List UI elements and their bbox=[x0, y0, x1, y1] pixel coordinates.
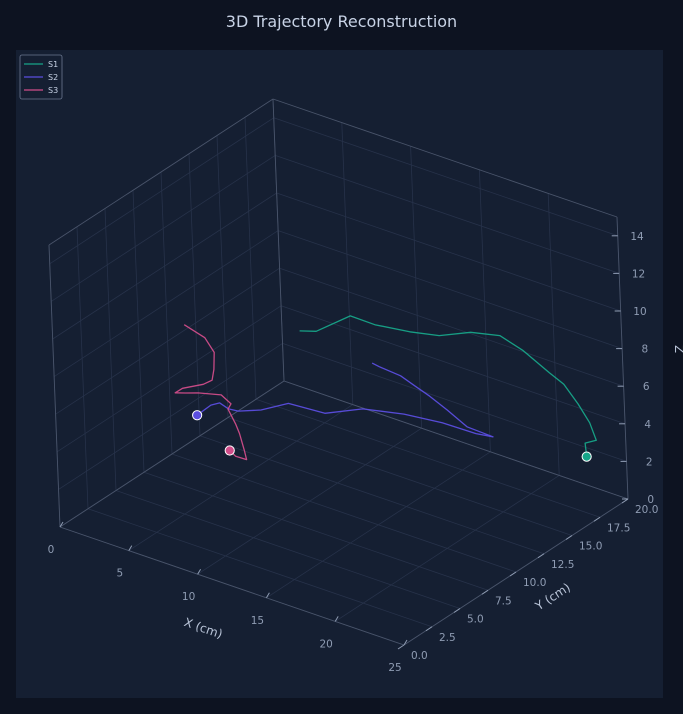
y-tick bbox=[509, 571, 517, 577]
series-line-s3 bbox=[174, 324, 248, 461]
y-tick bbox=[481, 589, 489, 595]
x-tick bbox=[265, 592, 270, 599]
series-line-s1 bbox=[299, 315, 597, 457]
z-tick-label: 12 bbox=[632, 268, 645, 280]
grid-line bbox=[49, 117, 274, 265]
pane-edge bbox=[48, 244, 61, 528]
x-tick-label: 10 bbox=[182, 591, 195, 603]
y-tick-label: 10.0 bbox=[523, 577, 546, 589]
z-tick-label: 8 bbox=[641, 344, 648, 356]
grid-line bbox=[53, 230, 279, 377]
grid-line bbox=[278, 230, 623, 349]
grid-line bbox=[410, 146, 422, 429]
x-tick bbox=[403, 639, 408, 646]
grid-line bbox=[104, 208, 117, 491]
x-tick-label: 25 bbox=[388, 662, 401, 674]
legend: S1 S2 S3 bbox=[19, 54, 63, 100]
y-tick-label: 12.5 bbox=[551, 559, 574, 571]
grid-line bbox=[273, 117, 618, 237]
x-tick bbox=[334, 616, 339, 622]
y-tick bbox=[565, 535, 573, 540]
z-tick-label: 0 bbox=[647, 494, 654, 506]
grid-line bbox=[56, 305, 282, 453]
pane-edges bbox=[48, 98, 629, 646]
y-tick-label: 7.5 bbox=[495, 595, 512, 607]
x-tick-label: 15 bbox=[251, 615, 264, 627]
z-tick-label: 14 bbox=[630, 231, 644, 243]
x-tick bbox=[59, 521, 64, 528]
grid-line bbox=[171, 453, 517, 573]
pane-edge bbox=[272, 98, 618, 218]
series-end-marker-s2 bbox=[192, 410, 203, 421]
chart-title: 3D Trajectory Reconstruction bbox=[225, 12, 458, 31]
y-tick-label: 20.0 bbox=[635, 504, 658, 516]
grid-line bbox=[188, 153, 201, 436]
z-axis-label: Z bbox=[673, 345, 683, 353]
series-end-marker-s1 bbox=[581, 451, 592, 462]
grid-line bbox=[479, 169, 491, 452]
grid-line bbox=[87, 508, 433, 628]
grid-line bbox=[280, 305, 626, 425]
grid-line bbox=[227, 417, 573, 536]
y-tick bbox=[453, 608, 461, 613]
grid-line bbox=[143, 471, 489, 591]
grid-line bbox=[52, 192, 277, 340]
y-tick-label: 15.0 bbox=[579, 541, 602, 553]
pane-edge bbox=[616, 216, 629, 500]
grid-line bbox=[282, 343, 627, 462]
grid-line bbox=[244, 117, 257, 400]
grid-line bbox=[341, 122, 354, 405]
x-tick bbox=[128, 545, 133, 551]
legend-label-s3: S3 bbox=[48, 86, 58, 95]
grid-line bbox=[547, 193, 560, 476]
grid-line bbox=[50, 155, 276, 302]
grid-line bbox=[276, 192, 621, 312]
x-tick bbox=[197, 568, 202, 575]
grid-line bbox=[55, 267, 280, 415]
z-tick-label: 4 bbox=[644, 419, 651, 431]
y-tick bbox=[621, 498, 629, 504]
pane-edge bbox=[59, 526, 405, 646]
grid-line bbox=[199, 435, 545, 555]
y-tick bbox=[425, 626, 433, 632]
y-tick bbox=[397, 644, 405, 650]
grid-line bbox=[58, 343, 283, 490]
x-tick-label: 20 bbox=[320, 638, 333, 650]
x-axis-label: X (cm) bbox=[182, 615, 224, 641]
y-tick-label: 0.0 bbox=[411, 650, 428, 662]
y-tick bbox=[593, 516, 601, 522]
z-tick-label: 6 bbox=[643, 381, 650, 393]
legend-label-s2: S2 bbox=[48, 73, 58, 82]
x-tick-label: 5 bbox=[116, 568, 123, 580]
y-tick-label: 17.5 bbox=[607, 522, 630, 534]
grid-line bbox=[279, 267, 624, 387]
pane-edge bbox=[59, 380, 285, 528]
grid-line bbox=[216, 135, 229, 418]
series-end-marker-s3 bbox=[224, 445, 235, 456]
grid-line bbox=[132, 190, 145, 473]
legend-label-s1: S1 bbox=[48, 60, 58, 69]
grid-line bbox=[275, 155, 620, 274]
grid-line bbox=[76, 226, 89, 509]
pane-edge bbox=[283, 380, 629, 500]
series-line-s2 bbox=[196, 362, 494, 438]
y-tick bbox=[537, 553, 545, 559]
y-tick-label: 2.5 bbox=[439, 632, 456, 644]
grid-line bbox=[255, 398, 601, 518]
z-tick-label: 2 bbox=[646, 456, 653, 468]
pane-edge bbox=[272, 98, 285, 382]
y-tick-label: 5.0 bbox=[467, 614, 484, 626]
pane-edge bbox=[48, 98, 274, 246]
grid-group bbox=[48, 98, 629, 646]
x-tick-label: 0 bbox=[48, 544, 55, 556]
z-tick-label: 10 bbox=[633, 306, 646, 318]
grid-line bbox=[115, 490, 461, 609]
grid-line bbox=[160, 171, 173, 455]
series-group bbox=[174, 315, 597, 462]
